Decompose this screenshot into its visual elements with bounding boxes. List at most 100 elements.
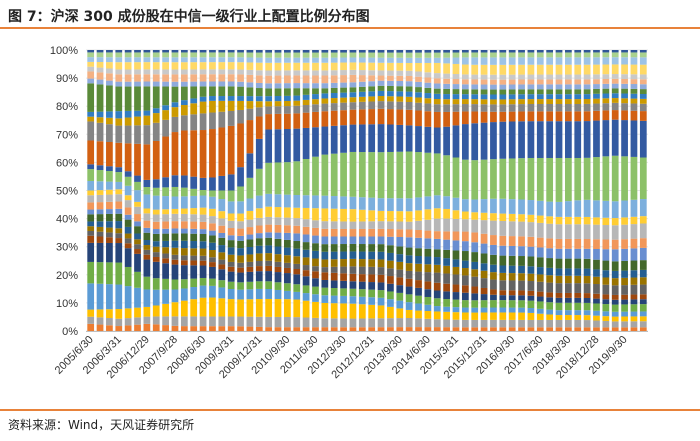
bar-segment-s5 (218, 280, 226, 288)
bar-segment-s19 (565, 111, 572, 122)
bar-segment-s29 (546, 52, 554, 58)
bar-segment-s30 (461, 50, 469, 53)
bar-segment-s20 (443, 104, 450, 112)
bar-segment-s30 (433, 50, 441, 53)
bar-segment-s11 (415, 248, 422, 256)
bar-segment-s24 (621, 83, 628, 89)
bar-segment-s27 (499, 64, 507, 75)
bar-segment-s10 (293, 248, 301, 257)
bar-segment-s3 (218, 298, 226, 317)
bar-segment-s13 (480, 233, 488, 244)
bar-segment-s24 (349, 82, 357, 88)
bar-segment-s12 (443, 239, 450, 250)
bar-segment-s26 (593, 74, 600, 80)
bar-segment-s13 (246, 227, 254, 235)
bar-segment-s2 (583, 320, 591, 328)
bar-segment-s3 (480, 312, 488, 320)
bar-segment-s21 (518, 99, 525, 105)
bar-segment-s12 (480, 243, 488, 254)
bar-segment-s9 (265, 253, 273, 261)
bar-segment-s30 (134, 50, 141, 53)
bar-segment-s22 (405, 91, 413, 97)
bar-segment-s7 (330, 272, 338, 281)
bar-segment-s14 (452, 218, 460, 232)
bar-segment-s4 (96, 283, 104, 310)
bar-segment-s3 (162, 303, 169, 317)
bar-segment-s5 (611, 304, 619, 312)
bar-segment-s21 (621, 98, 628, 104)
bar-segment-s9 (96, 226, 104, 232)
bar-segment-s13 (106, 201, 113, 210)
bar-segment-s11 (302, 242, 310, 250)
bar-segment-s16 (190, 195, 198, 209)
bar-segment-s7 (180, 260, 188, 266)
bar-segment-s29 (237, 52, 244, 58)
bar-segment-s3 (433, 311, 441, 320)
bar-segment-s18 (546, 121, 554, 158)
bar-segment-s19 (237, 123, 244, 168)
bar-segment-s10 (639, 269, 647, 278)
bar-segment-s21 (87, 116, 95, 122)
bar-segment-s17 (349, 151, 357, 197)
bar-segment-s18 (461, 124, 469, 160)
bar-segment-s9 (396, 261, 404, 270)
bar-segment-s23 (227, 86, 235, 97)
bar-stack (87, 50, 95, 331)
bar-segment-s19 (508, 111, 516, 122)
bar-segment-s27 (621, 64, 628, 75)
bar-segment-s18 (433, 127, 441, 154)
bar-segment-s8 (508, 280, 516, 291)
bar-segment-s5 (96, 262, 104, 284)
bar-segment-s28 (171, 57, 179, 63)
bar-segment-s25 (190, 74, 198, 82)
bar-segment-s9 (180, 248, 188, 256)
bar-segment-s23 (480, 89, 488, 95)
bar-segment-s20 (143, 125, 151, 145)
bar-segment-s21 (443, 99, 450, 105)
bar-segment-s3 (124, 308, 132, 319)
bar-segment-s4 (461, 307, 469, 313)
bar-segment-s3 (630, 316, 638, 322)
bar-segment-s26 (630, 74, 638, 80)
bar-segment-s8 (536, 281, 544, 292)
bar-segment-s30 (565, 50, 572, 53)
bar-segment-s29 (452, 52, 460, 58)
bar-segment-s24 (611, 83, 619, 89)
bar-segment-s30 (152, 50, 160, 53)
bar-segment-s15 (461, 211, 469, 220)
bar-segment-s23 (611, 88, 619, 94)
title-divider (0, 27, 700, 29)
bar-segment-s9 (611, 278, 619, 286)
bar-segment-s2 (471, 319, 479, 328)
bar-segment-s10 (162, 240, 169, 248)
bar-segment-s25 (209, 74, 216, 82)
bar-segment-s14 (377, 221, 385, 229)
bar-segment-s6 (284, 273, 291, 284)
bar-segment-s12 (349, 236, 357, 244)
bar-segment-s29 (134, 52, 141, 58)
bar-segment-s29 (368, 52, 376, 58)
bar-segment-s17 (87, 169, 95, 181)
bar-segment-s18 (284, 129, 291, 163)
bar-segment-s8 (396, 269, 404, 278)
bar-segment-s8 (87, 230, 95, 236)
bar-segment-s6 (565, 297, 572, 303)
bar-segment-s16 (124, 185, 132, 196)
bar-segment-s10 (96, 221, 104, 227)
bar-segment-s10 (490, 264, 497, 273)
bar-segment-s11 (321, 244, 329, 252)
bar-segment-s30 (415, 50, 422, 53)
bar-segment-s29 (471, 52, 479, 58)
bar-segment-s28 (284, 57, 291, 63)
bar-segment-s3 (330, 303, 338, 319)
bar-segment-s24 (180, 81, 188, 87)
bar-segment-s16 (96, 181, 104, 191)
bar-segment-s21 (265, 101, 273, 107)
bar-segment-s29 (218, 52, 226, 58)
bar-segment-s30 (340, 50, 347, 53)
bar-segment-s4 (321, 295, 329, 303)
bar-segment-s14 (368, 221, 376, 229)
bar-segment-s9 (171, 247, 179, 255)
bar-segment-s2 (218, 316, 226, 327)
bar-segment-s1 (115, 326, 123, 331)
